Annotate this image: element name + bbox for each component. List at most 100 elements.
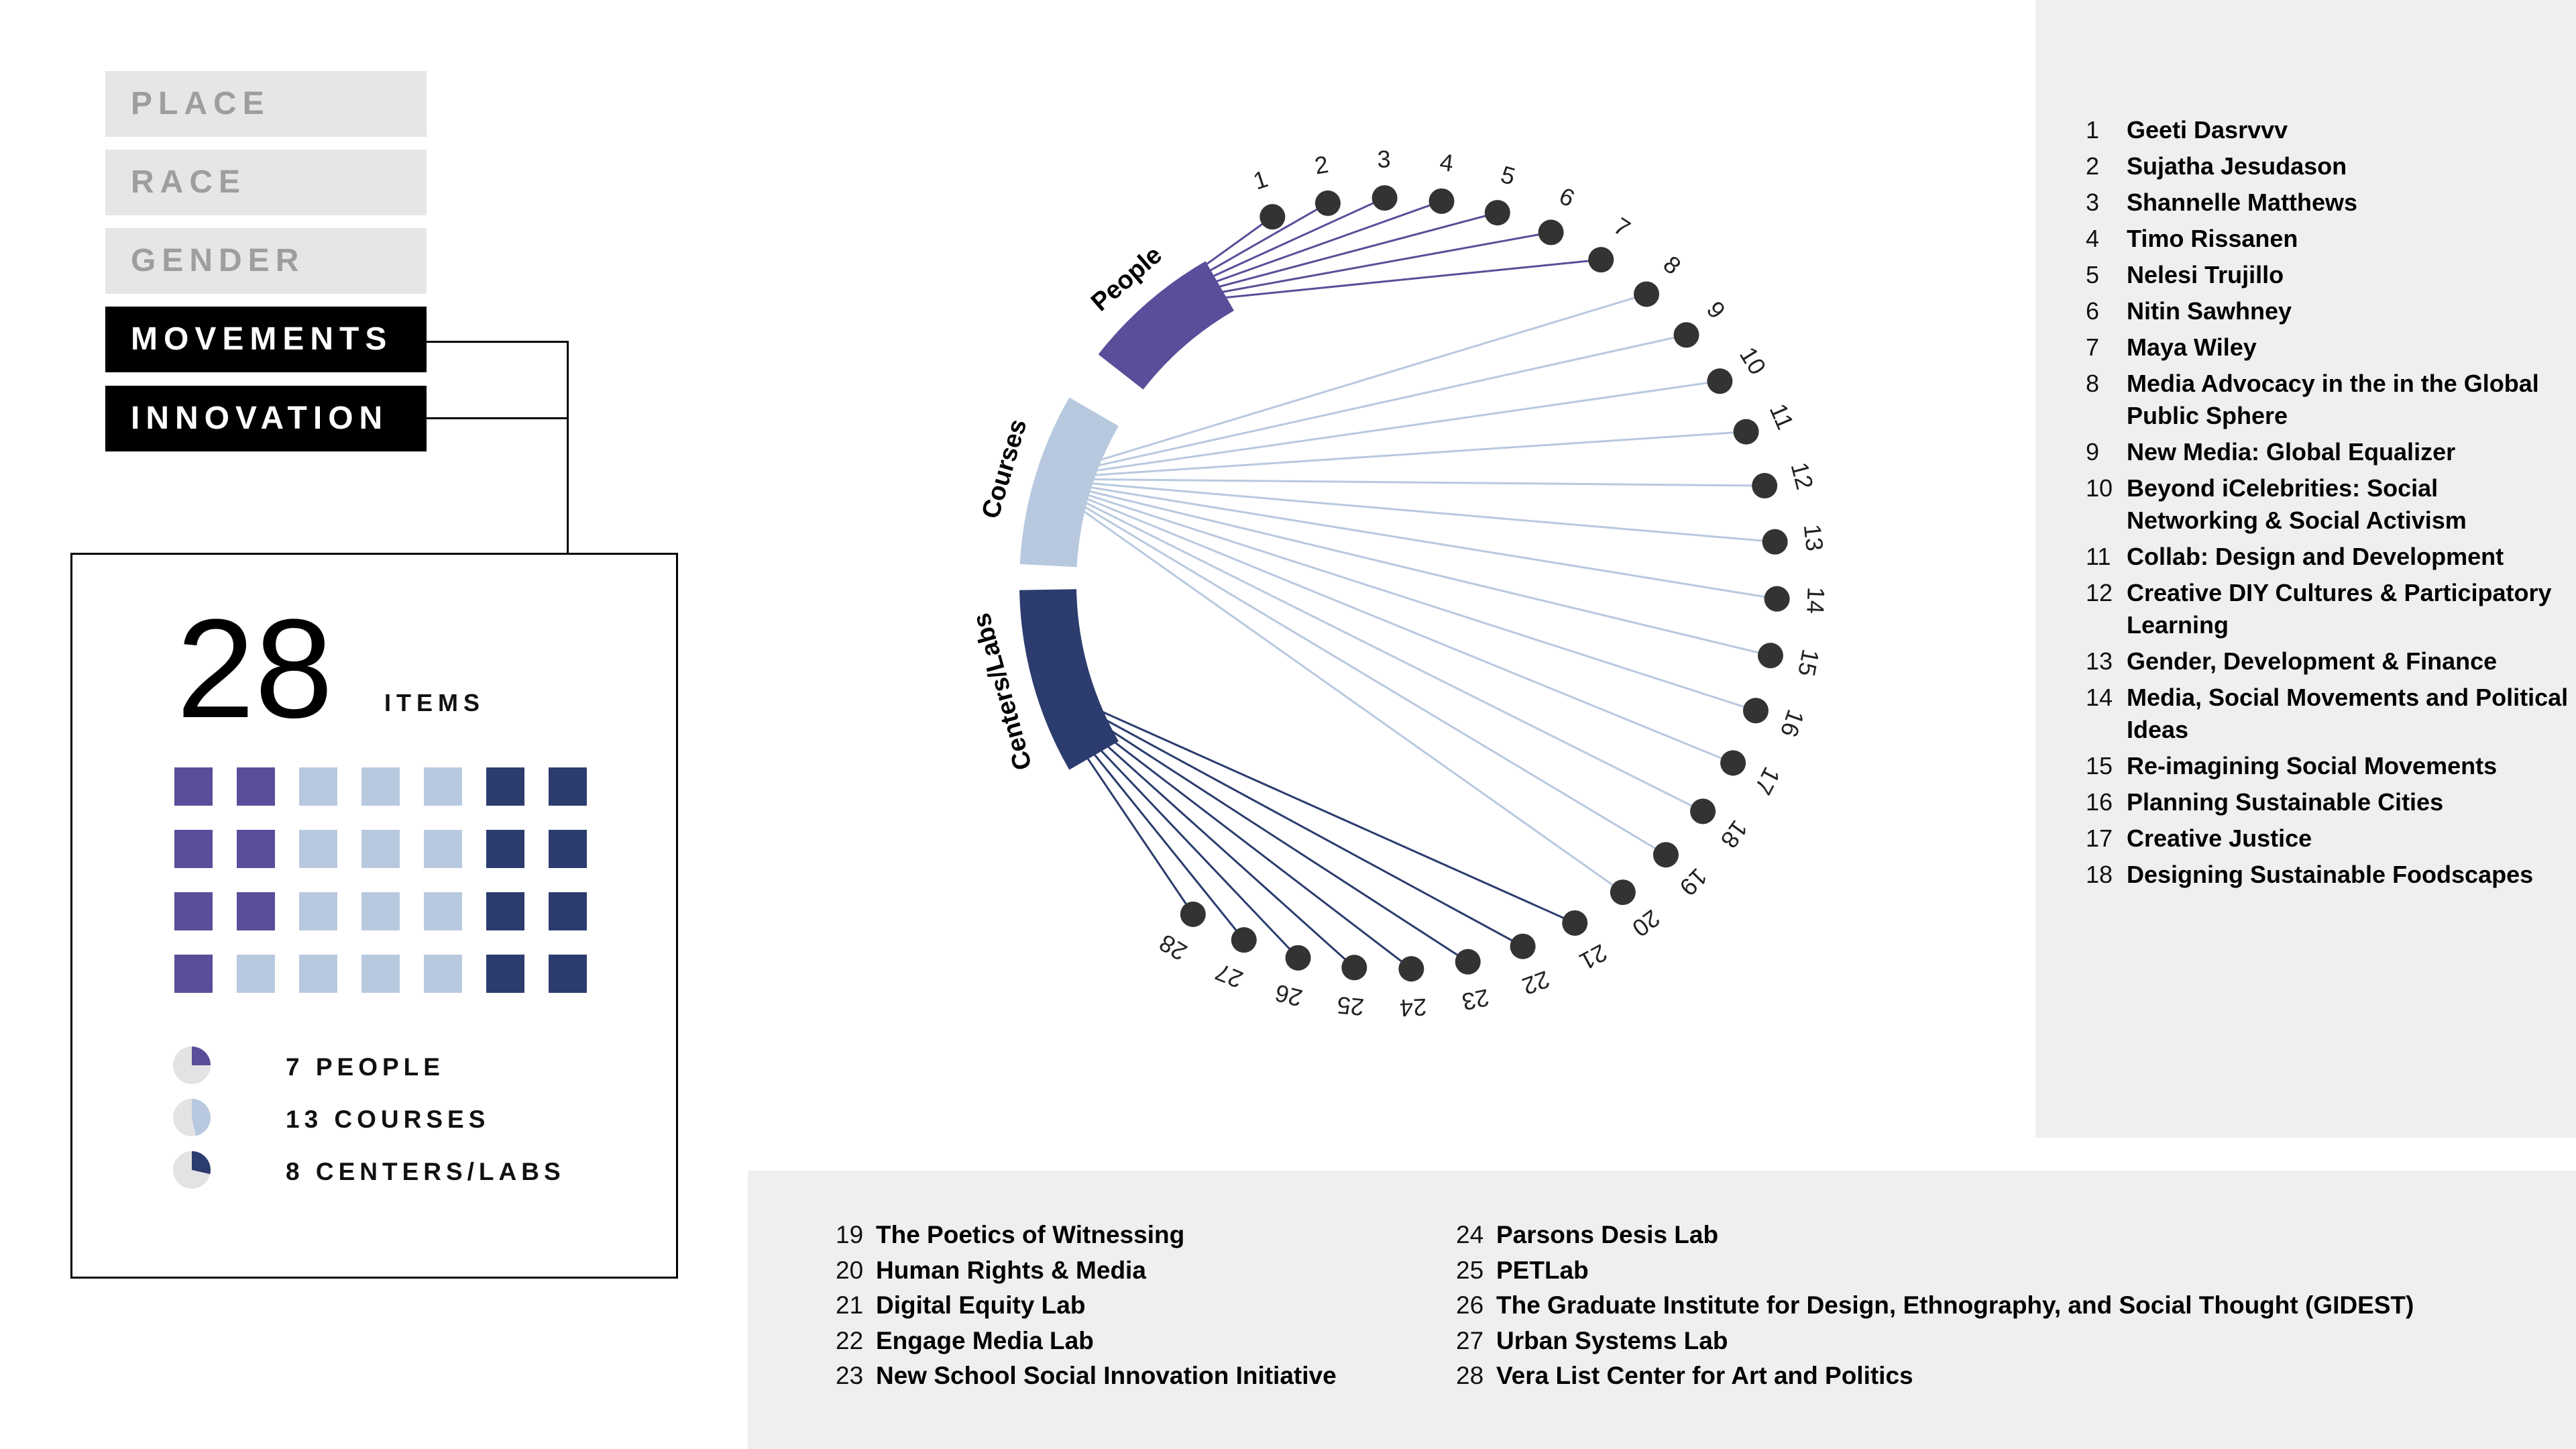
legend-item-label: Beyond iCelebrities: Social Networking &… bbox=[2127, 474, 2467, 534]
group-arc-centers-labs[interactable] bbox=[1019, 589, 1119, 770]
item-count-label: ITEMS bbox=[384, 689, 486, 716]
legend-item-label: Maya Wiley bbox=[2127, 333, 2257, 361]
network-node[interactable] bbox=[1610, 879, 1636, 906]
link-line bbox=[1038, 333, 1687, 480]
legend-item-number: 23 bbox=[836, 1362, 864, 1389]
network-node[interactable] bbox=[1720, 750, 1746, 776]
category-gender-button[interactable]: GENDER bbox=[105, 228, 427, 294]
legend-list-item[interactable]: 17 Creative Justice bbox=[2086, 822, 2569, 855]
network-node[interactable] bbox=[1484, 200, 1510, 226]
legend-list-item[interactable]: 3 Shannelle Matthews bbox=[2086, 186, 2569, 219]
network-node[interactable] bbox=[1455, 949, 1481, 975]
network-node[interactable] bbox=[1259, 204, 1286, 230]
item-square bbox=[237, 767, 275, 806]
legend-list-item[interactable]: 27 Urban Systems Lab bbox=[1456, 1324, 2414, 1359]
link-line bbox=[1038, 478, 1775, 543]
network-node[interactable] bbox=[1742, 698, 1769, 724]
legend-list-item[interactable]: 9 New Media: Global Equalizer bbox=[2086, 436, 2569, 468]
network-node[interactable] bbox=[1341, 955, 1367, 981]
network-node[interactable] bbox=[1588, 247, 1614, 273]
link-line bbox=[1038, 478, 1777, 600]
group-arc-courses[interactable] bbox=[1019, 397, 1119, 568]
node-number-label: 14 bbox=[1801, 586, 1830, 614]
network-node[interactable] bbox=[1733, 419, 1759, 445]
node-number-label: 21 bbox=[1575, 938, 1612, 975]
network-node[interactable] bbox=[1653, 842, 1679, 868]
network-node[interactable] bbox=[1752, 473, 1778, 499]
connector-line bbox=[567, 341, 569, 554]
legend-list-item[interactable]: 6 Nitin Sawhney bbox=[2086, 295, 2569, 327]
network-node[interactable] bbox=[1510, 933, 1536, 959]
link-line bbox=[1038, 478, 1765, 487]
legend-list-item[interactable]: 5 Nelesi Trujillo bbox=[2086, 259, 2569, 291]
legend-list-item[interactable]: 22 Engage Media Lab bbox=[836, 1324, 1337, 1359]
item-square bbox=[174, 830, 213, 868]
network-node[interactable] bbox=[1180, 901, 1206, 927]
legend-item-label: Creative DIY Cultures & Participatory Le… bbox=[2127, 579, 2552, 639]
legend-list-item[interactable]: 8 Media Advocacy in the in the Global Pub… bbox=[2086, 368, 2569, 432]
item-square bbox=[361, 767, 400, 806]
network-node[interactable] bbox=[1371, 185, 1398, 211]
legend-item-label: Media Advocacy in the in the Global Publ… bbox=[2127, 370, 2539, 429]
link-line bbox=[1038, 478, 1756, 712]
legend-list-item[interactable]: 20 Human Rights & Media bbox=[836, 1253, 1337, 1289]
network-node[interactable] bbox=[1314, 190, 1341, 216]
network-node[interactable] bbox=[1762, 529, 1788, 555]
group-arc-people[interactable] bbox=[1098, 261, 1234, 390]
legend-list-item[interactable]: 13 Gender, Development & Finance bbox=[2086, 645, 2569, 678]
legend-list-item[interactable]: 16 Planning Sustainable Cities bbox=[2086, 786, 2569, 818]
item-square bbox=[361, 955, 400, 993]
item-square bbox=[424, 767, 462, 806]
network-node[interactable] bbox=[1231, 927, 1257, 953]
legend-item-number: 20 bbox=[836, 1256, 864, 1284]
link-line bbox=[1037, 478, 1703, 812]
legend-list-item[interactable]: 19 The Poetics of Witnessing bbox=[836, 1218, 1337, 1253]
legend-list-item[interactable]: 18 Designing Sustainable Foodscapes bbox=[2086, 859, 2569, 891]
legend-item-label: New Media: Global Equalizer bbox=[2127, 438, 2456, 466]
legend-item-number: 2 bbox=[2086, 152, 2100, 180]
category-movements-button[interactable]: MOVEMENTS bbox=[105, 307, 427, 372]
network-node[interactable] bbox=[1757, 643, 1783, 669]
legend-item-number: 7 bbox=[2086, 333, 2100, 361]
node-number-label: 28 bbox=[1154, 929, 1191, 967]
category-place-button[interactable]: PLACE bbox=[105, 71, 427, 137]
legend-list-item[interactable]: 21 Digital Equity Lab bbox=[836, 1288, 1337, 1324]
network-node[interactable] bbox=[1562, 910, 1588, 936]
network-node[interactable] bbox=[1690, 798, 1716, 824]
network-node[interactable] bbox=[1285, 945, 1311, 971]
legend-list-item[interactable]: 23 New School Social Innovation Initiativ… bbox=[836, 1358, 1337, 1394]
legend-list-item[interactable]: 2 Sujatha Jesudason bbox=[2086, 150, 2569, 182]
network-node[interactable] bbox=[1398, 956, 1424, 982]
legend-item-label: Vera List Center for Art and Politics bbox=[1496, 1362, 1913, 1389]
legend-list-item[interactable]: 12 Creative DIY Cultures & Participatory … bbox=[2086, 577, 2569, 641]
legend-list-item[interactable]: 15 Re-imagining Social Movements bbox=[2086, 750, 2569, 782]
node-number-label: 27 bbox=[1211, 958, 1247, 994]
network-node[interactable] bbox=[1634, 281, 1660, 307]
network-node[interactable] bbox=[1673, 322, 1699, 348]
legend-list-item[interactable]: 7 Maya Wiley bbox=[2086, 331, 2569, 364]
legend-item-label: Nelesi Trujillo bbox=[2127, 261, 2284, 288]
legend-item-number: 21 bbox=[836, 1291, 864, 1319]
legend-item-number: 9 bbox=[2086, 438, 2100, 466]
legend-list-item[interactable]: 11 Collab: Design and Development bbox=[2086, 541, 2569, 573]
legend-list-item[interactable]: 24 Parsons Desis Lab bbox=[1456, 1218, 2414, 1253]
category-race-button[interactable]: RACE bbox=[105, 150, 427, 215]
network-node[interactable] bbox=[1707, 368, 1733, 394]
legend-list-item[interactable]: 10 Beyond iCelebrities: Social Networking… bbox=[2086, 472, 2569, 537]
legend-item-label: Digital Equity Lab bbox=[876, 1291, 1086, 1319]
legend-list-item[interactable]: 1 Geeti Dasrvvv bbox=[2086, 114, 2569, 146]
category-innovation-button[interactable]: INNOVATION bbox=[105, 386, 427, 451]
legend-list-item[interactable]: 14 Media, Social Movements and Political … bbox=[2086, 682, 2569, 746]
network-node[interactable] bbox=[1429, 188, 1455, 214]
network-node[interactable] bbox=[1538, 219, 1564, 246]
node-number-label: 8 bbox=[1658, 250, 1686, 280]
legend-list-item[interactable]: 28 Vera List Center for Art and Politics bbox=[1456, 1358, 2414, 1394]
node-number-label: 2 bbox=[1312, 150, 1331, 180]
legend-list-item[interactable]: 26 The Graduate Institute for Design, Eth… bbox=[1456, 1288, 2414, 1324]
legend-list-item[interactable]: 25 PETLab bbox=[1456, 1253, 2414, 1289]
bottom-legend-panel: 19 The Poetics of Witnessing 20 Human Right… bbox=[748, 1171, 2576, 1449]
legend-item-label: Media, Social Movements and Political Id… bbox=[2127, 684, 2569, 743]
network-node[interactable] bbox=[1764, 586, 1790, 612]
legend-list-item[interactable]: 4 Timo Rissanen bbox=[2086, 223, 2569, 255]
